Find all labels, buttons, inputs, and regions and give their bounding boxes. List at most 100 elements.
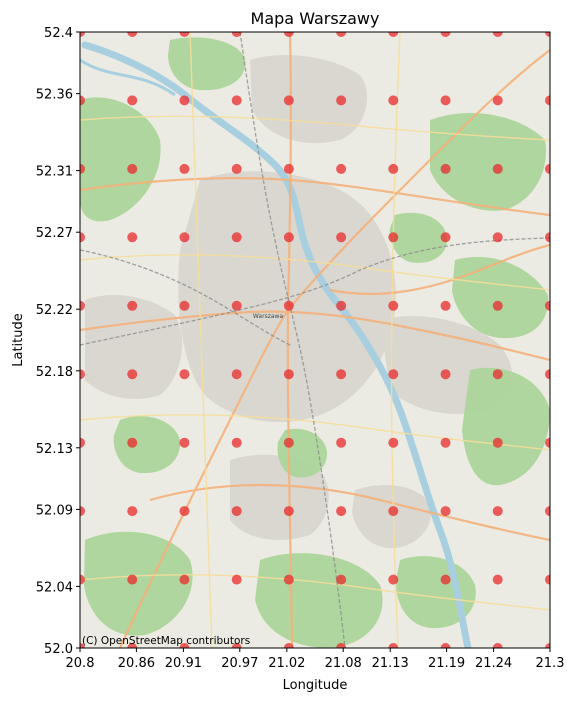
y-tick-label: 52.04 — [36, 580, 73, 595]
map-attribution: (C) OpenStreetMap contributors — [82, 635, 250, 647]
x-tick-label: 21.13 — [372, 656, 409, 671]
park-far-northwest — [168, 37, 246, 91]
x-tick-label: 21.02 — [268, 656, 305, 671]
data-point — [283, 95, 294, 106]
y-tick-label: 52.4 — [44, 26, 73, 41]
data-point — [336, 300, 347, 311]
data-point — [80, 163, 85, 174]
data-point — [179, 95, 190, 106]
x-tick-label: 20.86 — [118, 656, 155, 671]
data-point — [545, 95, 550, 106]
data-points — [80, 32, 550, 648]
data-point — [545, 163, 550, 174]
data-point — [545, 232, 550, 243]
data-point — [440, 369, 451, 380]
data-point — [545, 437, 550, 448]
chart-title: Mapa Warszawy — [251, 9, 380, 28]
road-north-ring — [80, 176, 550, 217]
park-west — [113, 416, 181, 474]
data-point — [231, 32, 242, 37]
x-tick-label: 21.24 — [475, 656, 512, 671]
data-point — [127, 643, 138, 648]
y-tick-label: 52.13 — [36, 442, 73, 457]
minor-road — [80, 115, 550, 141]
urban-area-north — [250, 55, 368, 144]
data-point — [283, 437, 294, 448]
data-point — [545, 32, 550, 37]
data-point — [80, 574, 85, 585]
plot-frame — [79, 31, 551, 649]
data-point — [179, 300, 190, 311]
data-point — [231, 300, 242, 311]
data-point — [127, 95, 138, 106]
data-point — [388, 32, 399, 37]
data-point — [336, 437, 347, 448]
data-point — [336, 95, 347, 106]
data-point — [440, 163, 451, 174]
data-point — [440, 437, 451, 448]
data-point — [127, 437, 138, 448]
x-axis: 20.8 20.86 20.91 20.97 21.02 21.08 21.13 21.19 2… — [66, 648, 565, 671]
data-point — [127, 32, 138, 37]
data-point — [440, 574, 451, 585]
data-point — [440, 506, 451, 517]
data-point — [336, 506, 347, 517]
forest-southeast — [462, 367, 550, 486]
data-point — [492, 232, 503, 243]
park-east-small — [389, 212, 448, 263]
data-point — [80, 232, 85, 243]
data-point — [388, 232, 399, 243]
data-point — [231, 437, 242, 448]
data-point — [492, 369, 503, 380]
data-point — [492, 300, 503, 311]
data-point — [283, 32, 294, 37]
data-point — [545, 369, 550, 380]
urban-area-southeast — [352, 485, 431, 549]
data-point — [231, 506, 242, 517]
railways — [80, 32, 550, 648]
data-point — [179, 32, 190, 37]
x-axis-title: Longitude — [283, 678, 348, 693]
data-point — [231, 574, 242, 585]
data-point — [127, 300, 138, 311]
data-point — [440, 643, 451, 648]
data-point — [388, 437, 399, 448]
minor-road — [80, 574, 550, 611]
forest-northeast — [430, 112, 546, 211]
data-point — [127, 506, 138, 517]
data-point — [336, 163, 347, 174]
data-point — [283, 574, 294, 585]
data-point — [440, 95, 451, 106]
forest-northwest — [80, 97, 161, 222]
data-point — [336, 369, 347, 380]
data-point — [231, 232, 242, 243]
x-tick-label: 21.3 — [536, 656, 565, 671]
road-diagonal-ne — [287, 49, 550, 311]
data-point — [179, 506, 190, 517]
data-point — [127, 369, 138, 380]
data-point — [440, 32, 451, 37]
data-point — [492, 574, 503, 585]
y-tick-label: 52.09 — [36, 503, 73, 518]
river-tributary — [80, 58, 176, 97]
x-tick-label: 20.97 — [221, 656, 258, 671]
data-point — [127, 574, 138, 585]
data-point — [388, 95, 399, 106]
data-point — [388, 163, 399, 174]
forest-southwest — [84, 531, 193, 636]
data-point — [388, 643, 399, 648]
data-point — [127, 232, 138, 243]
data-point — [440, 232, 451, 243]
railway-line — [239, 32, 346, 648]
railway-line — [80, 249, 291, 346]
data-point — [80, 643, 85, 648]
data-point — [336, 574, 347, 585]
data-point — [283, 300, 294, 311]
y-axis: 52.0 52.04 52.09 52.13 52.18 52.22 52.27 52.31 5… — [36, 26, 80, 657]
y-tick-label: 52.27 — [36, 226, 73, 241]
data-point — [283, 163, 294, 174]
data-point — [179, 574, 190, 585]
data-point — [231, 95, 242, 106]
data-point — [80, 300, 85, 311]
